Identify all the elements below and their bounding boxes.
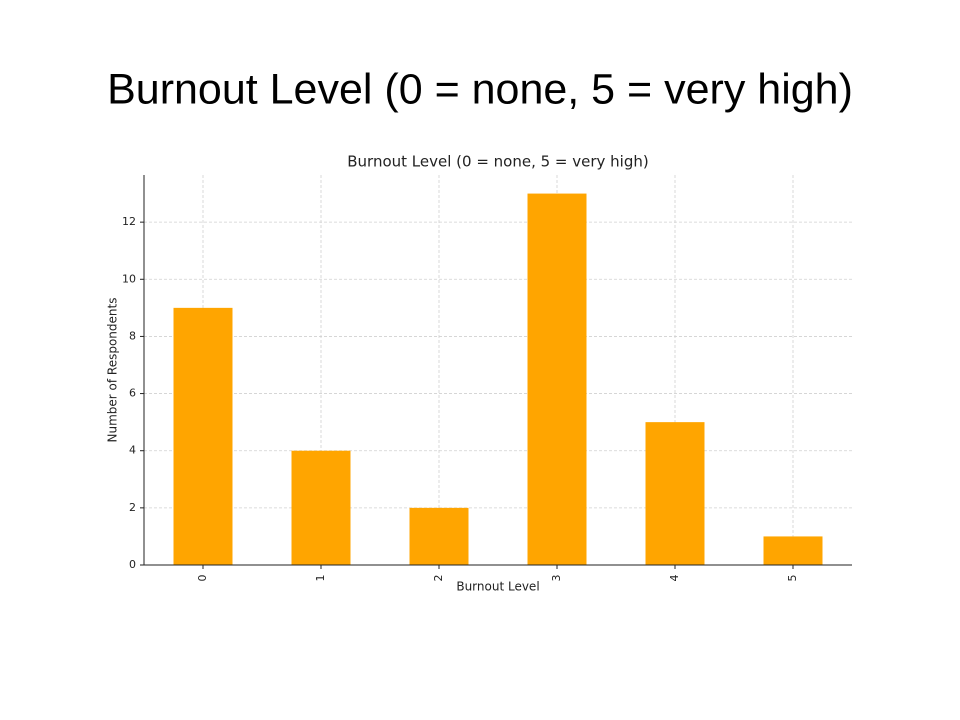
y-tick-label: 12 xyxy=(122,215,136,228)
y-tick-label: 0 xyxy=(129,558,136,571)
slide-title: Burnout Level (0 = none, 5 = very high) xyxy=(107,65,853,113)
bar xyxy=(645,422,705,565)
bar xyxy=(173,307,233,565)
y-tick-label: 6 xyxy=(129,387,136,400)
y-axis-label: Number of Respondents xyxy=(106,298,120,443)
chart-title: Burnout Level (0 = none, 5 = very high) xyxy=(347,153,648,171)
y-tick-label: 10 xyxy=(122,272,136,285)
bar xyxy=(291,450,351,565)
x-tick-label: 4 xyxy=(668,575,681,582)
bar xyxy=(763,536,823,565)
bar xyxy=(409,507,469,565)
bar xyxy=(527,193,587,566)
y-tick-label: 4 xyxy=(129,444,136,457)
x-axis-label: Burnout Level xyxy=(456,580,539,594)
x-tick-label: 1 xyxy=(314,575,327,582)
x-tick-label: 0 xyxy=(196,575,209,582)
y-tick-label: 8 xyxy=(129,329,136,342)
y-tick-label: 2 xyxy=(129,501,136,514)
x-tick-label: 2 xyxy=(432,575,445,582)
x-tick-label: 5 xyxy=(786,575,799,582)
x-tick-label: 3 xyxy=(550,575,563,582)
